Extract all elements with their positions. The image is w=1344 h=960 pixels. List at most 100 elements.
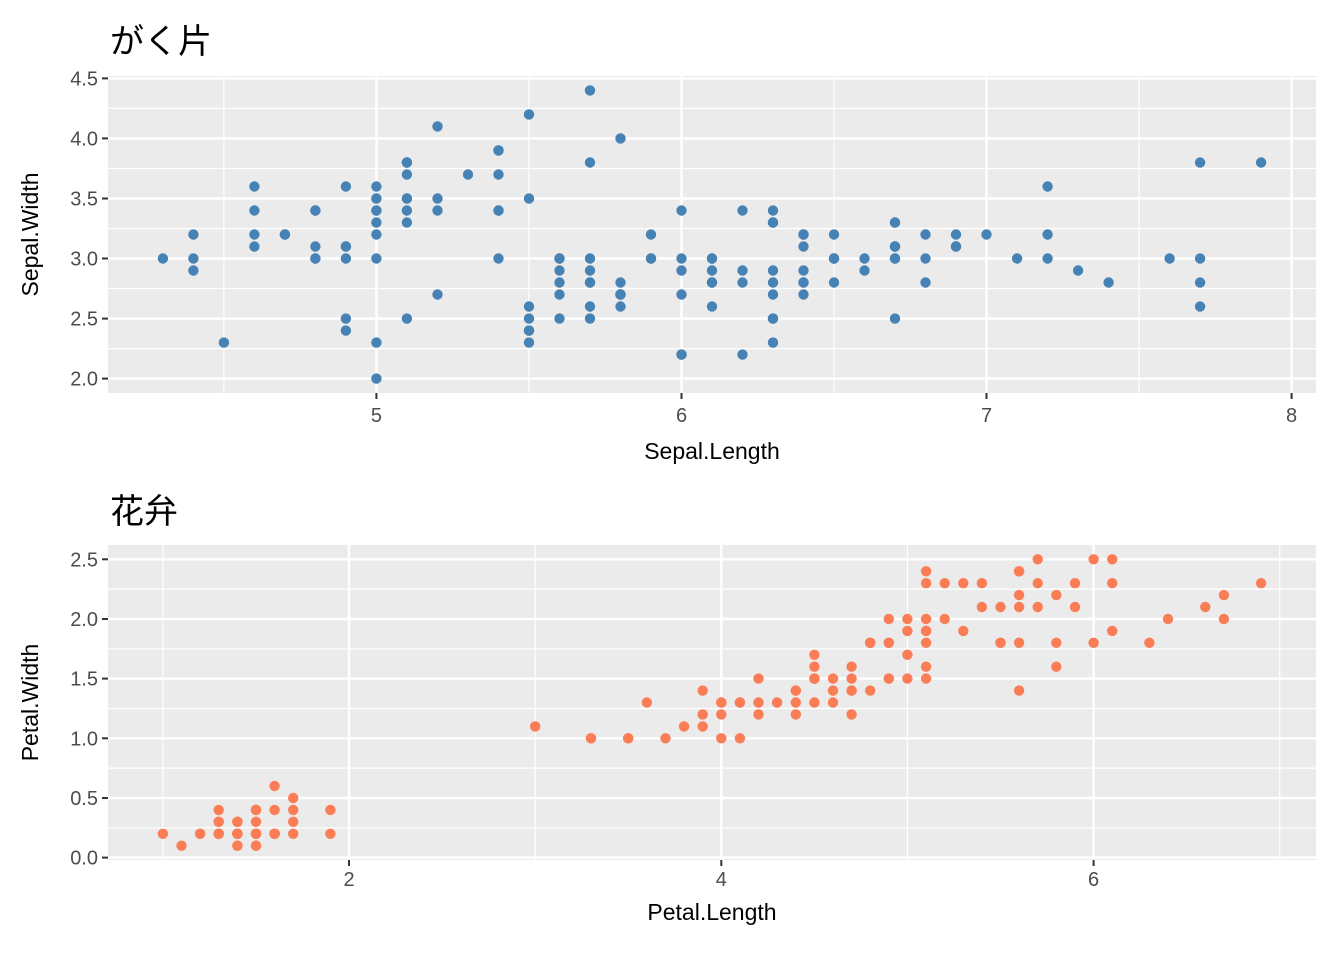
- data-point: [641, 697, 653, 708]
- data-point: [232, 816, 243, 827]
- data-point: [584, 265, 596, 276]
- data-point: [523, 337, 535, 348]
- data-point: [676, 253, 687, 264]
- data-point: [753, 673, 764, 684]
- data-point: [1013, 601, 1025, 613]
- data-point: [798, 277, 809, 288]
- data-point: [340, 241, 352, 252]
- data-point: [157, 253, 169, 264]
- data-point: [920, 277, 931, 288]
- data-point: [981, 229, 992, 240]
- data-point: [1051, 637, 1062, 648]
- data-point: [767, 277, 779, 288]
- data-point: [371, 193, 382, 204]
- data-point: [706, 265, 718, 276]
- data-point: [1042, 229, 1053, 240]
- data-point: [827, 697, 839, 708]
- data-point: [432, 289, 443, 300]
- data-point: [584, 253, 596, 264]
- data-point: [310, 205, 321, 216]
- data-point: [1200, 601, 1211, 613]
- panel-layer: 2 4 6 0.0 0.5 1.0 1.5 2.0 2.5: [70, 545, 1316, 891]
- data-point: [269, 780, 280, 792]
- x-tick-label: 4: [716, 869, 727, 891]
- data-point: [753, 697, 764, 708]
- data-point: [902, 649, 913, 660]
- data-point: [1144, 637, 1155, 648]
- data-point: [232, 840, 243, 851]
- data-point: [615, 301, 626, 312]
- data-point: [827, 673, 839, 684]
- plot-title-sepal: がく片: [110, 23, 212, 61]
- data-point: [920, 229, 931, 240]
- data-point: [1069, 578, 1081, 589]
- x-tick-label: 6: [1088, 869, 1099, 891]
- x-tick-label: 8: [1286, 405, 1297, 427]
- data-point: [920, 661, 932, 672]
- data-point: [615, 277, 626, 288]
- data-point: [950, 241, 962, 252]
- data-point: [1194, 157, 1206, 168]
- data-point: [645, 253, 657, 264]
- data-point: [340, 253, 352, 264]
- data-point: [889, 253, 901, 264]
- data-point: [767, 313, 779, 324]
- data-point: [310, 253, 321, 264]
- data-point: [920, 566, 932, 577]
- data-point: [809, 649, 820, 660]
- data-point: [737, 349, 748, 360]
- data-point: [1013, 685, 1025, 696]
- y-tick-label: 2.5: [70, 549, 98, 571]
- y-tick-label: 2.0: [70, 609, 98, 631]
- data-point: [1051, 589, 1062, 601]
- data-point: [310, 241, 321, 252]
- data-point: [1013, 589, 1025, 601]
- y-tick-label: 2.5: [70, 309, 98, 331]
- data-point: [584, 85, 596, 96]
- data-point: [176, 840, 187, 851]
- data-point: [462, 169, 474, 180]
- data-point: [554, 265, 565, 276]
- data-point: [1162, 613, 1174, 625]
- data-point: [920, 637, 932, 648]
- data-point: [213, 828, 224, 839]
- data-point: [288, 804, 299, 816]
- data-point: [493, 145, 504, 156]
- data-point: [340, 313, 352, 324]
- data-point: [269, 828, 280, 839]
- data-point: [371, 373, 382, 384]
- data-point: [734, 697, 746, 708]
- data-point: [846, 673, 857, 684]
- data-point: [523, 109, 535, 120]
- data-point: [249, 229, 260, 240]
- data-point: [401, 169, 413, 180]
- data-point: [865, 637, 876, 648]
- data-point: [432, 193, 443, 204]
- data-point: [432, 121, 443, 132]
- data-point: [554, 289, 565, 300]
- data-point: [584, 313, 596, 324]
- data-point: [371, 205, 382, 216]
- data-point: [958, 578, 969, 589]
- x-tick-label: 5: [371, 405, 382, 427]
- data-point: [1042, 181, 1053, 192]
- data-point: [889, 217, 901, 228]
- data-point: [737, 265, 748, 276]
- data-point: [523, 313, 535, 324]
- data-point: [976, 578, 988, 589]
- sepal-scatter-plot: 5 6 7 82.02.53.03.54.04.5 がく片 Sepal.Length …: [17, 23, 1316, 464]
- data-point: [645, 229, 657, 240]
- data-point: [1088, 637, 1099, 648]
- data-point: [1255, 578, 1267, 589]
- y-axis-title-petal: Petal.Width: [17, 644, 43, 762]
- data-point: [846, 685, 857, 696]
- data-point: [1103, 277, 1114, 288]
- data-point: [771, 697, 783, 708]
- data-point: [697, 709, 708, 720]
- y-tick-label: 3.0: [70, 249, 98, 271]
- data-point: [716, 733, 727, 744]
- data-point: [902, 625, 913, 637]
- data-point: [716, 697, 727, 708]
- x-tick-label: 2: [343, 869, 354, 891]
- data-point: [1088, 554, 1099, 565]
